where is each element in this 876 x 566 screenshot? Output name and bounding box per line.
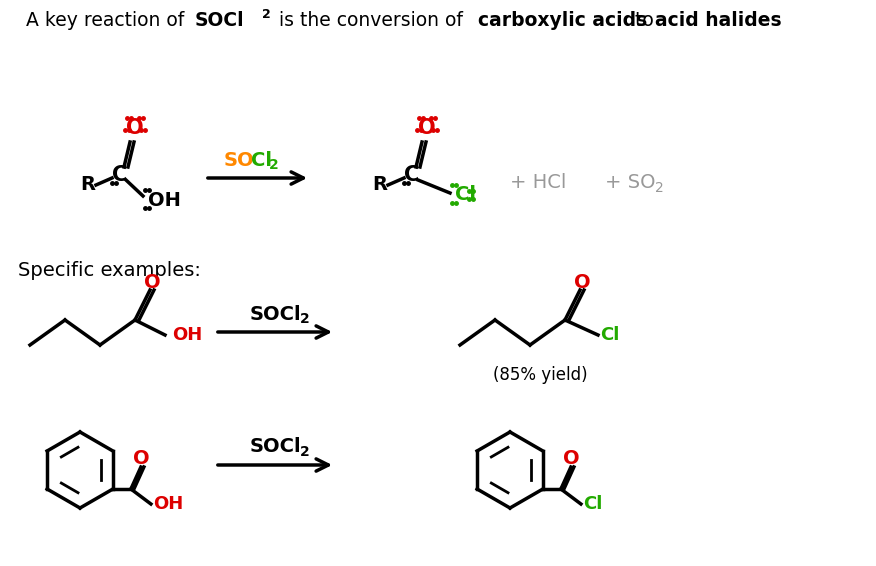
Text: 2: 2 xyxy=(655,181,664,195)
Text: SOCl: SOCl xyxy=(194,11,244,31)
Text: C: C xyxy=(405,165,420,185)
Text: Cl: Cl xyxy=(455,186,476,204)
Text: R: R xyxy=(372,175,387,195)
Text: SO: SO xyxy=(223,151,254,169)
Text: Cl: Cl xyxy=(600,326,619,344)
Text: + SO: + SO xyxy=(605,174,655,192)
Text: Specific examples:: Specific examples: xyxy=(18,260,201,280)
Text: carboxylic acids: carboxylic acids xyxy=(478,11,647,31)
Text: O: O xyxy=(562,448,579,468)
Text: 2: 2 xyxy=(300,312,310,326)
Text: Cl: Cl xyxy=(251,151,272,169)
Text: to: to xyxy=(629,11,660,31)
Text: OH: OH xyxy=(148,191,180,209)
Text: R: R xyxy=(81,175,95,195)
Text: is the conversion of: is the conversion of xyxy=(273,11,470,31)
Text: O: O xyxy=(126,118,144,138)
Text: SOCl: SOCl xyxy=(249,305,300,324)
Text: O: O xyxy=(132,448,149,468)
Text: 2: 2 xyxy=(262,8,271,21)
Text: Cl: Cl xyxy=(583,495,603,513)
Text: OH: OH xyxy=(172,326,202,344)
Text: A key reaction of: A key reaction of xyxy=(26,11,191,31)
Text: C: C xyxy=(112,165,128,185)
Text: O: O xyxy=(144,272,160,291)
Text: (85% yield): (85% yield) xyxy=(492,366,587,384)
Text: 2: 2 xyxy=(300,445,310,459)
Text: O: O xyxy=(574,272,590,291)
Text: OH: OH xyxy=(153,495,183,513)
Text: O: O xyxy=(418,118,436,138)
Text: acid halides: acid halides xyxy=(655,11,782,31)
Text: 2: 2 xyxy=(269,158,279,172)
Text: SOCl: SOCl xyxy=(249,438,300,457)
Text: + HCl: + HCl xyxy=(510,174,567,192)
